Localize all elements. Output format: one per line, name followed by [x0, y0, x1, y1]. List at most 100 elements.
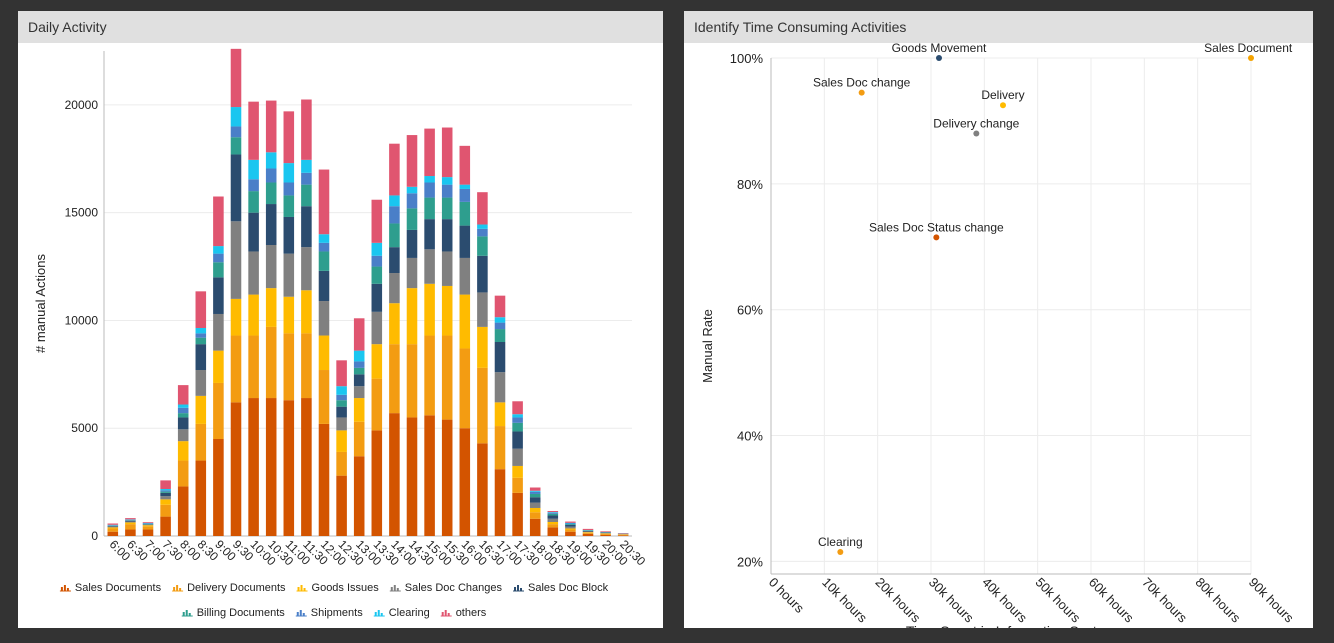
bar-sales-doc-changes-10-00: [248, 251, 259, 295]
bar-others-16-00: [459, 145, 471, 185]
y-tick-label: 5000: [71, 421, 98, 435]
bar-sales-documents-9-00: [213, 439, 224, 536]
bar-others-18-00: [529, 487, 541, 491]
point-marker: [858, 89, 865, 96]
bar-sales-doc-block-11-00: [283, 216, 295, 254]
x-tick-label: 80k hours: [1193, 575, 1244, 626]
bar-sales-documents-10-30: [265, 398, 277, 536]
bar-billing-documents-16-30: [477, 236, 488, 256]
bar-billing-documents-18-00: [529, 493, 541, 498]
bar-clearing-10-30: [265, 152, 277, 169]
bar-goods-issues-13-30: [371, 344, 383, 379]
bar-others-12-00: [318, 169, 330, 235]
bar-clearing-14-30: [406, 186, 418, 194]
bar-sales-doc-block-10-00: [248, 212, 259, 252]
legend-label: Delivery Documents: [187, 582, 286, 594]
legend-swatch-bar: [447, 613, 450, 616]
bar-others-12-30: [336, 360, 347, 387]
bar-goods-issues-12-00: [318, 335, 330, 371]
bar-sales-doc-changes-9-30: [230, 221, 242, 299]
y-tick-label: 10000: [65, 313, 99, 327]
bar-sales-documents-11-00: [283, 400, 295, 536]
bar-sales-documents-14-30: [406, 417, 418, 536]
bar-delivery-documents-18-00: [529, 512, 541, 519]
bar-sales-doc-block-16-30: [477, 255, 488, 293]
bar-sales-documents-7-00: [142, 529, 154, 536]
bar-goods-issues-14-30: [406, 288, 418, 345]
bar-billing-documents-18-30: [547, 513, 559, 516]
y-tick-label: 0: [91, 529, 98, 543]
legend-swatch-bar: [188, 613, 191, 616]
legend-swatch-icon: [513, 585, 525, 592]
bar-shipments-15-30: [441, 184, 453, 198]
bar-sales-documents-7-30: [160, 516, 171, 536]
bar-sales-doc-changes-13-00: [353, 386, 365, 399]
bar-others-13-00: [353, 318, 365, 351]
bar-shipments-15-00: [424, 182, 435, 198]
bar-clearing-9-30: [230, 107, 242, 127]
bar-delivery-documents-17-00: [494, 426, 506, 470]
bar-clearing-16-00: [459, 184, 471, 189]
legend-label: Clearing: [389, 607, 430, 619]
bar-sales-documents-10-00: [248, 398, 259, 536]
bar-billing-documents-13-00: [353, 367, 365, 375]
bar-shipments-16-00: [459, 188, 471, 202]
bar-sales-doc-changes-16-30: [477, 292, 488, 327]
bar-goods-issues-19-00: [565, 528, 576, 530]
point-marker: [933, 234, 940, 241]
bar-delivery-documents-15-00: [424, 335, 435, 416]
bar-sales-doc-block-14-00: [389, 247, 400, 274]
bar-sales-doc-changes-12-00: [318, 301, 330, 336]
legend-swatch-bar: [179, 588, 182, 591]
bar-others-15-00: [424, 128, 435, 177]
legend-swatch-bar: [296, 612, 299, 616]
bar-sales-doc-block-13-30: [371, 283, 383, 312]
bar-goods-issues-19-30: [582, 532, 594, 533]
bar-shipments-7-30: [160, 490, 171, 492]
bar-sales-doc-changes-10-30: [265, 245, 277, 289]
bar-others-16-30: [477, 192, 488, 225]
bar-sales-documents-13-00: [353, 456, 365, 536]
bar-sales-doc-block-15-00: [424, 219, 435, 250]
bar-sales-doc-block-12-00: [318, 270, 330, 302]
bar-sales-doc-changes-11-30: [301, 247, 312, 291]
bar-sales-doc-changes-14-00: [389, 273, 400, 304]
legend-swatch-bar: [380, 613, 383, 616]
bar-billing-documents-15-30: [441, 197, 453, 220]
bar-goods-issues-8-00: [177, 441, 189, 461]
bar-billing-documents-10-00: [248, 191, 259, 213]
bar-sales-documents-15-30: [441, 419, 453, 536]
bar-others-17-00: [494, 295, 506, 318]
time-consuming-panel: Identify Time Consuming Activities 0 hou…: [684, 11, 1313, 628]
legend-label: Shipments: [311, 607, 363, 619]
bar-shipments-11-00: [283, 182, 295, 196]
bar-shipments-12-30: [336, 394, 347, 401]
bar-shipments-18-30: [547, 512, 559, 514]
bar-delivery-documents-11-30: [301, 333, 312, 399]
bar-sales-doc-changes-19-00: [565, 526, 576, 529]
bar-others-19-00: [565, 521, 576, 523]
point-label: Goods Movement: [892, 43, 987, 55]
bar-goods-issues-11-00: [283, 296, 295, 334]
bar-delivery-documents-9-00: [213, 382, 224, 439]
legend-item-others: others: [440, 607, 487, 619]
bar-sales-documents-15-00: [424, 415, 435, 536]
point-marker: [936, 55, 942, 61]
bar-sales-doc-block-18-00: [529, 497, 541, 503]
bar-sales-doc-block-18-30: [547, 515, 559, 519]
y-tick-label: 20%: [737, 554, 763, 569]
bar-clearing-17-00: [494, 317, 506, 323]
bar-sales-doc-changes-9-00: [213, 313, 224, 351]
legend-swatch-bar: [60, 587, 63, 591]
legend-swatch-bar: [176, 585, 179, 591]
legend-item-sales-documents: Sales Documents: [59, 582, 162, 594]
bar-others-11-00: [283, 111, 295, 164]
legend-swatch-bar: [441, 612, 444, 616]
bar-goods-issues-14-00: [389, 303, 400, 345]
bar-shipments-8-00: [177, 407, 189, 414]
bar-shipments-17-00: [494, 322, 506, 330]
bar-shipments-10-30: [265, 168, 277, 183]
legend-swatch-bar: [302, 613, 305, 616]
y-axis-title: # manual Actions: [33, 254, 48, 354]
